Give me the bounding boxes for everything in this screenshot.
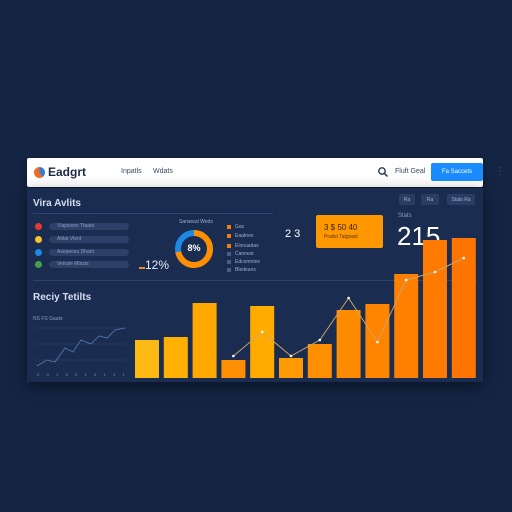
cta-button[interactable]: Fa Saccets bbox=[431, 163, 483, 181]
percent-value: 12% bbox=[145, 258, 170, 272]
big-stat-label: Stats bbox=[398, 213, 412, 219]
list-item-label: Asepeosu Dhant bbox=[49, 249, 129, 256]
mini-chart-tick: 0 bbox=[37, 372, 40, 377]
trend-point bbox=[433, 270, 437, 274]
bar-8[interactable] bbox=[336, 310, 361, 378]
trend-point bbox=[462, 256, 466, 260]
trend-point bbox=[289, 354, 293, 358]
section-title-2: Reciy Tetilts bbox=[33, 292, 92, 303]
highlight-value: 3 $ 50 40 bbox=[324, 223, 358, 232]
brand-name: Eadgrt bbox=[48, 165, 87, 179]
donut-value: 8% bbox=[187, 243, 201, 253]
list-item-label: Atitat Vlent bbox=[49, 236, 129, 243]
bar-2[interactable] bbox=[163, 337, 188, 378]
bar-11[interactable] bbox=[423, 240, 447, 378]
bar-chart bbox=[135, 238, 476, 378]
bar-10[interactable] bbox=[394, 274, 419, 378]
user-menu[interactable]: Fluft Geal bbox=[395, 168, 426, 175]
trend-point bbox=[376, 340, 379, 344]
status-dot-icon bbox=[35, 261, 42, 268]
divider bbox=[33, 280, 477, 281]
brand-logo-icon bbox=[34, 167, 45, 178]
range-button-2[interactable]: Ra bbox=[421, 194, 439, 205]
divider bbox=[33, 213, 273, 214]
list-item-label: Vetrate Mlasts bbox=[49, 261, 129, 268]
mini-chart-tick: 1 bbox=[123, 372, 126, 377]
mini-chart-tick: 1 bbox=[85, 372, 88, 377]
highlight-sub: Pralist Tatgvast bbox=[324, 234, 358, 240]
dashboard-panel: Vira Avlits Ra Ra Stats Ra Vlapsions Tta… bbox=[27, 188, 483, 382]
bar-7[interactable] bbox=[307, 344, 332, 378]
range-button-1[interactable]: Ra bbox=[399, 194, 415, 205]
bar-5[interactable] bbox=[250, 306, 275, 378]
bar-3[interactable] bbox=[192, 303, 217, 378]
nav-link-1[interactable]: Inpatls bbox=[121, 168, 142, 175]
mini-line-chart: NS FS Gaate 0 3 1 3 3 1 3 1 4 1 bbox=[33, 316, 127, 377]
donut-title: Sansead Weds bbox=[179, 219, 213, 225]
donut-chart: 8% bbox=[173, 228, 215, 270]
trend-point bbox=[404, 278, 408, 282]
list-item-label: Vlapsions Ttaata bbox=[49, 223, 129, 230]
status-dot-icon bbox=[35, 249, 42, 256]
highlight-card[interactable]: 3 $ 50 40 Pralist Tatgvast bbox=[316, 215, 383, 248]
mini-chart-tick: 1 bbox=[104, 372, 107, 377]
trend-point bbox=[260, 330, 264, 334]
mini-line bbox=[36, 327, 126, 367]
mini-chart-label: NS FS Gaate bbox=[33, 316, 63, 322]
more-menu-icon[interactable]: ⋮ bbox=[495, 166, 505, 177]
status-dot-icon bbox=[35, 223, 42, 230]
range-button-3[interactable]: Stats Ra bbox=[447, 194, 475, 205]
nav-link-2[interactable]: Wdats bbox=[153, 168, 173, 175]
section-title: Vira Avlits bbox=[33, 198, 81, 209]
search-icon[interactable] bbox=[377, 166, 389, 178]
bar-6[interactable] bbox=[279, 358, 303, 378]
trend-indicator bbox=[139, 267, 145, 269]
mini-chart-tick: 3 bbox=[47, 372, 50, 377]
trend-point bbox=[318, 338, 322, 342]
mini-chart-tick: 3 bbox=[66, 372, 69, 377]
trend-point bbox=[347, 296, 350, 300]
mini-chart-tick: 3 bbox=[75, 372, 78, 377]
mini-chart-tick: 1 bbox=[56, 372, 59, 377]
donut-segment bbox=[175, 230, 213, 268]
top-header-bar: Eadgrt Inpatls Wdats Fluft Geal Fa Sacce… bbox=[27, 158, 505, 187]
mini-chart-tick: 3 bbox=[94, 372, 97, 377]
bar-4[interactable] bbox=[221, 360, 246, 378]
status-dot-icon bbox=[35, 236, 42, 243]
trend-point bbox=[232, 354, 235, 358]
stat-small: 2 3 bbox=[285, 228, 301, 240]
bar-1[interactable] bbox=[135, 340, 159, 378]
mini-chart-tick: 4 bbox=[113, 372, 116, 377]
